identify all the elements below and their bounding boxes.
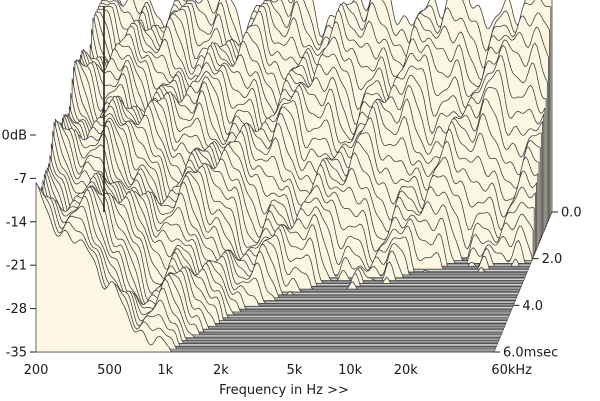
x-tick-label: 5k: [287, 363, 303, 378]
y-tick-label: 0dB: [2, 129, 27, 144]
y-tick-label: -28: [6, 302, 27, 317]
x-tick-label: 60kHz: [491, 363, 532, 378]
axes: 0dB -7 -14 -21 -28 -35 200 500 1k 2k 5k 10k 20k 60kHz…: [2, 6, 582, 398]
x-tick-label: 500: [97, 363, 122, 378]
x-tick-label: 1k: [157, 363, 173, 378]
decay-slice: [35, 182, 495, 353]
x-tick-label: 20k: [394, 363, 419, 378]
time-tick-label: 4.0: [522, 299, 543, 314]
time-tick-label: 6.0msec: [503, 346, 558, 361]
x-tick-label: 200: [24, 363, 49, 378]
y-tick-label: -35: [6, 346, 27, 361]
time-tick-label: 0.0: [561, 206, 582, 221]
time-tick-label: 2.0: [542, 252, 563, 267]
y-tick-label: -21: [6, 259, 27, 274]
x-tick-label: 2k: [213, 363, 229, 378]
decay-slices: [35, 0, 553, 353]
x-tick-label: 10k: [338, 363, 363, 378]
y-tick-label: -14: [6, 215, 27, 230]
y-tick-label: -7: [14, 172, 27, 187]
x-axis-title: Frequency in Hz >>: [219, 383, 349, 398]
